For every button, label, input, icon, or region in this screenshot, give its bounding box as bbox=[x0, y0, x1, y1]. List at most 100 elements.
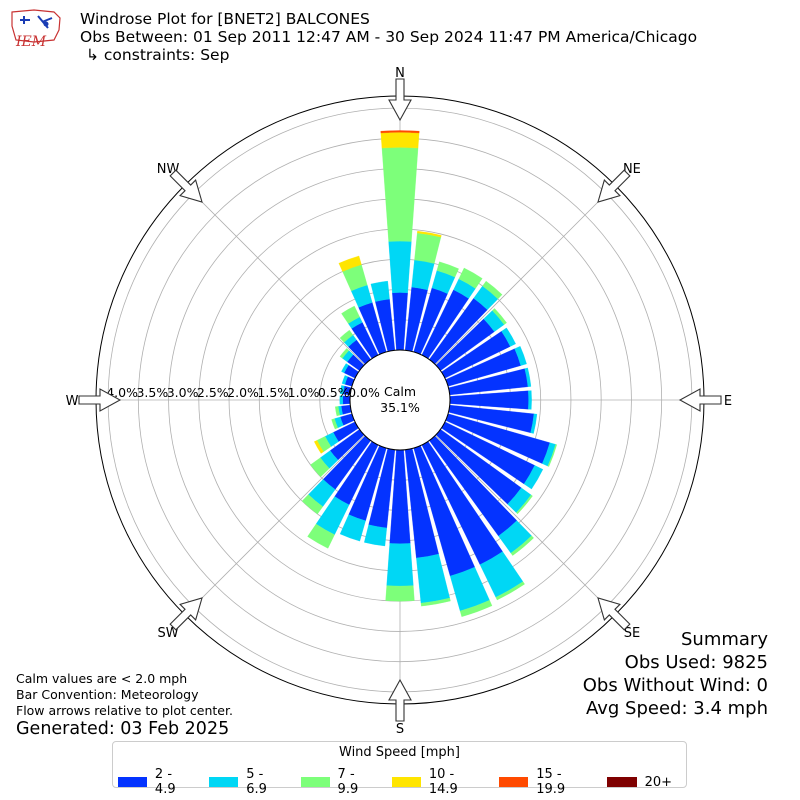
chart-notes: Calm values are < 2.0 mph Bar Convention… bbox=[16, 671, 233, 719]
legend: Wind Speed [mph] 2 - 4.9 5 - 6.9 7 - 9.9… bbox=[112, 741, 687, 797]
legend-item: 20+ bbox=[606, 767, 672, 797]
wind-bar-segment bbox=[459, 600, 493, 617]
wind-bar-segment bbox=[523, 465, 544, 490]
legend-label: 10 - 14.9 bbox=[428, 767, 458, 797]
wind-bar-segment bbox=[331, 418, 338, 430]
calm-circle bbox=[349, 349, 451, 451]
wind-bar-segment bbox=[381, 147, 419, 242]
legend-swatch bbox=[499, 777, 529, 787]
legend-swatch bbox=[118, 777, 147, 787]
legend-label: 2 - 4.9 bbox=[154, 767, 176, 797]
wind-bar-segment bbox=[458, 267, 483, 289]
wind-bar-segment bbox=[314, 440, 324, 454]
wind-bar-segment bbox=[516, 494, 533, 515]
radial-tick-label: 3.5% bbox=[136, 385, 168, 400]
wind-bar-segment bbox=[514, 346, 527, 366]
wind-bar-segment bbox=[310, 457, 330, 478]
flow-note: Flow arrows relative to plot center. bbox=[16, 703, 233, 718]
compass-label: S bbox=[396, 722, 404, 737]
wind-bar-segment bbox=[530, 413, 538, 434]
summary-box: Summary Obs Used: 9825 Obs Without Wind:… bbox=[583, 628, 768, 720]
wind-bar-segment bbox=[341, 375, 348, 385]
wind-bar-segment bbox=[388, 240, 412, 293]
wind-bar-segment bbox=[341, 305, 360, 324]
compass-label: SW bbox=[158, 626, 179, 641]
wind-bar-segment bbox=[510, 535, 534, 556]
legend-label: 20+ bbox=[644, 774, 672, 790]
wind-bar-segment bbox=[528, 390, 532, 410]
summary-title: Summary bbox=[681, 629, 768, 650]
legend-item: 2 - 4.9 bbox=[118, 767, 195, 797]
wind-bar-segment bbox=[501, 327, 516, 347]
constraints: ↳ constraints: Sep bbox=[86, 46, 230, 64]
obs-without-wind: Obs Without Wind: 0 bbox=[582, 675, 768, 696]
wind-bar-segment bbox=[380, 132, 420, 149]
compass-label: SE bbox=[624, 626, 640, 641]
wind-bar-segment bbox=[524, 367, 532, 387]
compass-label: E bbox=[724, 394, 732, 409]
wind-bar-segment bbox=[492, 308, 507, 325]
legend-label: 5 - 6.9 bbox=[246, 767, 267, 797]
calm-label: Calm bbox=[384, 384, 416, 399]
wind-bar-segment bbox=[301, 494, 324, 515]
legend-label: 7 - 9.9 bbox=[337, 767, 359, 797]
radial-tick-label: 3.0% bbox=[167, 385, 199, 400]
legend-item: 5 - 6.9 bbox=[209, 767, 286, 797]
wind-bar-segment bbox=[370, 280, 390, 302]
iem-logo: IEM bbox=[11, 9, 61, 50]
legend-item: 7 - 9.9 bbox=[300, 767, 378, 797]
chart-title: Windrose Plot for [BNET2] BALCONES bbox=[80, 10, 370, 28]
grid-spoke bbox=[184, 435, 365, 616]
legend-label: 15 - 19.9 bbox=[536, 767, 566, 797]
wind-bar-segment bbox=[307, 523, 335, 549]
obs-between: Obs Between: 01 Sep 2011 12:47 AM - 30 S… bbox=[80, 28, 698, 46]
wind-bar-segment bbox=[392, 292, 408, 351]
flow-arrow-icon bbox=[169, 597, 203, 631]
flow-arrow-icon bbox=[388, 78, 412, 122]
legend-items: 2 - 4.9 5 - 6.9 7 - 9.9 10 - 14.9 15 - 1… bbox=[118, 767, 686, 797]
obs-used: Obs Used: 9825 bbox=[624, 652, 768, 673]
legend-swatch bbox=[606, 777, 637, 787]
wind-bar-segment bbox=[380, 130, 420, 134]
wind-bar-segment bbox=[420, 597, 451, 607]
legend-item: 15 - 19.9 bbox=[499, 767, 592, 797]
wind-bar-segment bbox=[338, 255, 362, 272]
wind-bar-segment bbox=[411, 259, 435, 291]
compass-label: N bbox=[395, 66, 405, 81]
wind-bar-segment bbox=[547, 444, 558, 467]
avg-speed: Avg Speed: 3.4 mph bbox=[586, 698, 768, 719]
flow-arrow-icon bbox=[597, 169, 631, 203]
radial-tick-label: 2.0% bbox=[227, 385, 259, 400]
legend-swatch bbox=[209, 777, 239, 787]
wind-bar-segment bbox=[386, 543, 414, 587]
wind-bar-segment bbox=[341, 363, 349, 374]
radial-tick-label: 0.0% bbox=[348, 385, 380, 400]
wind-bar-segment bbox=[385, 585, 415, 602]
legend-item: 10 - 14.9 bbox=[391, 767, 485, 797]
radial-tick-label: 1.0% bbox=[288, 385, 320, 400]
wind-bar-segment bbox=[339, 348, 350, 359]
flow-arrow-icon bbox=[169, 169, 203, 203]
calm-percent: 35.1% bbox=[380, 400, 420, 415]
compass-label: W bbox=[66, 394, 79, 409]
flow-arrow-icon bbox=[678, 388, 722, 412]
wind-bar-segment bbox=[339, 395, 344, 405]
radial-tick-label: 0.5% bbox=[318, 385, 350, 400]
wind-bar-segment bbox=[414, 232, 442, 264]
generated-date: Generated: 03 Feb 2025 bbox=[16, 719, 230, 739]
convention-note: Bar Convention: Meteorology bbox=[16, 687, 199, 702]
legend-swatch bbox=[391, 777, 421, 787]
grid-spoke bbox=[435, 435, 616, 616]
wind-bar-segment bbox=[335, 406, 340, 417]
wind-bar-segment bbox=[495, 581, 525, 601]
wind-bar-segment bbox=[339, 329, 354, 343]
wind-bar-segment bbox=[482, 280, 503, 300]
svg-text:IEM: IEM bbox=[15, 34, 47, 50]
grid-spoke bbox=[184, 184, 365, 365]
flow-arrow-icon bbox=[388, 678, 412, 722]
legend-swatch bbox=[300, 777, 330, 787]
calm-note: Calm values are < 2.0 mph bbox=[16, 671, 188, 686]
wind-bar-segment bbox=[364, 524, 387, 547]
radial-tick-label: 1.5% bbox=[257, 385, 289, 400]
